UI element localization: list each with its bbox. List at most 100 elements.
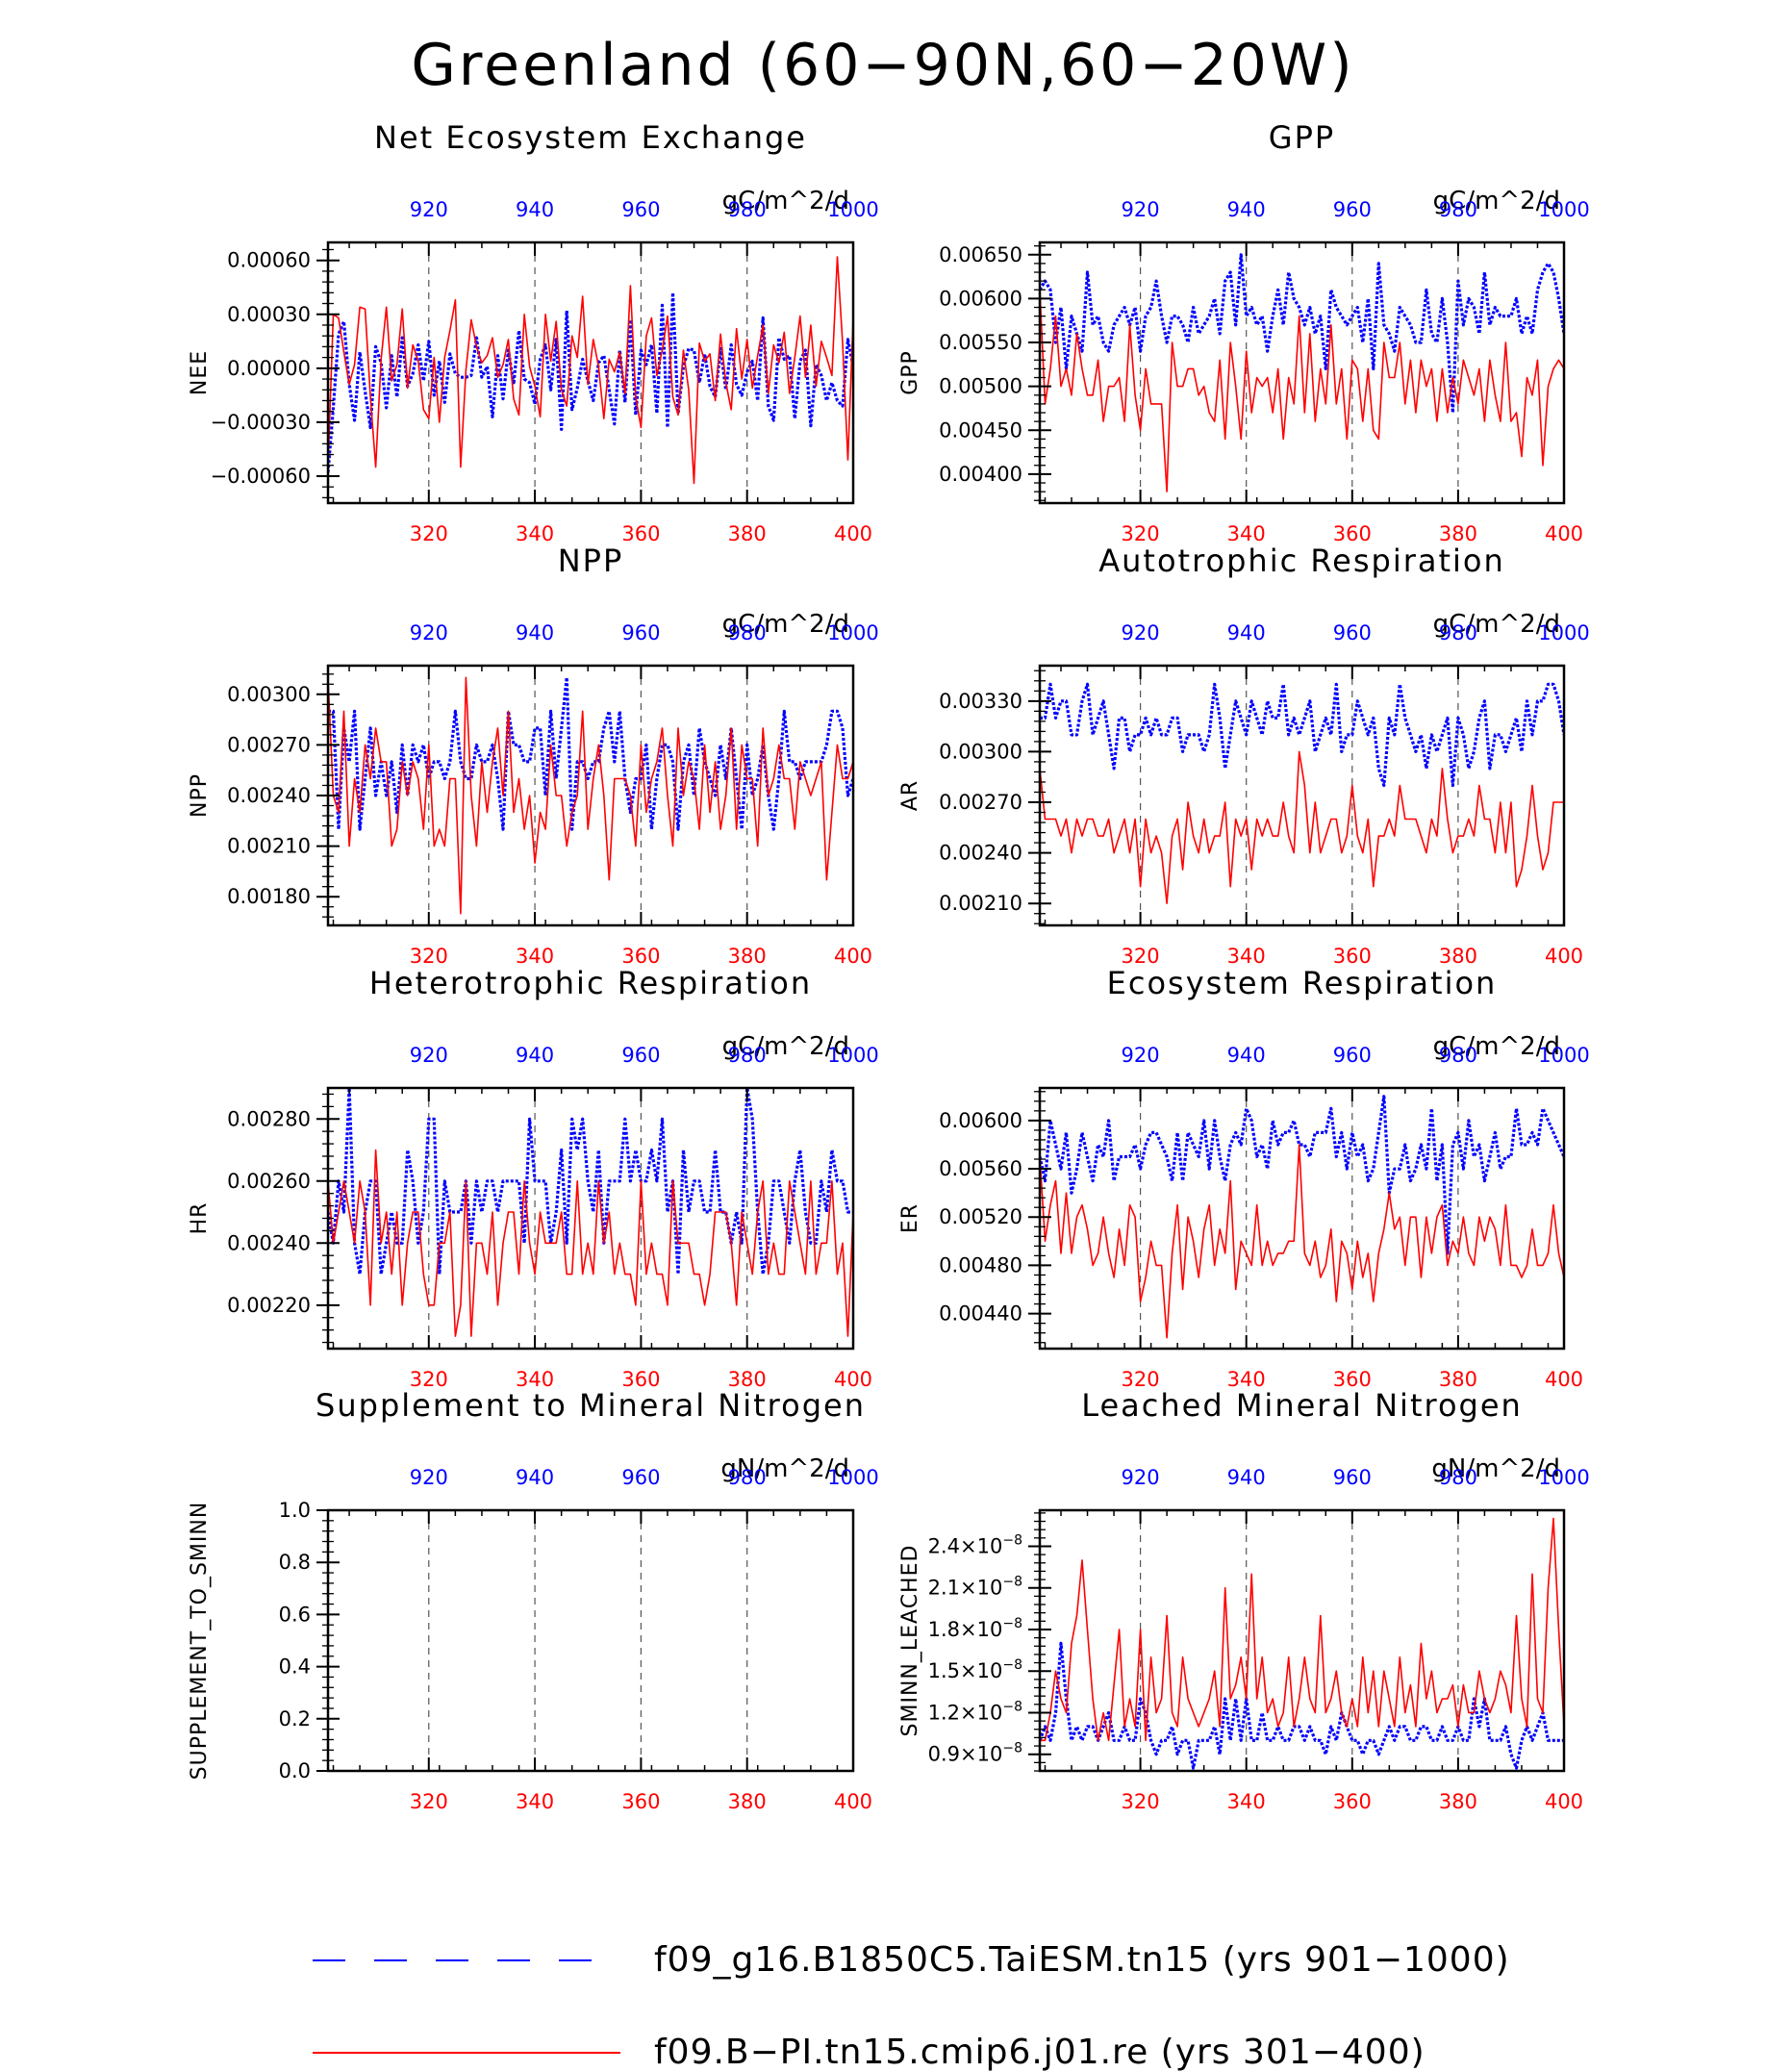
y-tick-label: 0.00400 [939,463,1022,486]
x-tick-label-top: 940 [1227,1044,1266,1067]
y-tick-label: 0.00450 [939,418,1022,442]
y-tick-label: 0.9×10−8 [928,1741,1022,1766]
x-tick-label-top: 920 [1122,621,1160,644]
y-tick-label: −0.00060 [211,465,311,488]
x-tick-label-top: 960 [621,1466,660,1489]
y-axis-label: HR [188,1202,212,1235]
x-tick-label-bottom: 320 [1122,522,1160,545]
x-tick-label-top: 1000 [827,198,878,221]
x-tick-label-bottom: 400 [834,1368,872,1391]
y-axis-label: SUPPLEMENT_TO_SMINN [188,1502,212,1781]
x-tick-label-bottom: 360 [1333,522,1372,545]
plot-frame [326,1086,855,1351]
x-tick-label-top: 960 [1333,621,1372,644]
x-tick-label-bottom: 340 [1227,1790,1266,1813]
y-tick-label: 0.00240 [227,784,311,807]
x-tick-label-bottom: 320 [1122,1368,1160,1391]
panel-title: NPP [558,543,624,579]
series-line-a [1040,1641,1564,1770]
x-tick-label-bottom: 340 [516,522,554,545]
plot-frame [1038,1086,1566,1351]
panel-title: Leached Mineral Nitrogen [1081,1387,1523,1424]
series-line-b [328,1149,853,1337]
x-tick-label-top: 920 [1122,1044,1160,1067]
x-tick-label-bottom: 360 [1333,1368,1372,1391]
units-label: gC/m^2/d [722,1032,849,1061]
y-tick-label: 0.00520 [939,1205,1022,1228]
x-tick-label-top: 940 [516,1466,554,1489]
y-tick-label: 0.4 [279,1655,311,1679]
y-tick-label: 0.00300 [227,683,311,706]
series-line-b [1040,750,1564,905]
x-tick-label-top: 940 [516,1044,554,1067]
x-tick-label-top: 1000 [827,1466,878,1489]
x-tick-label-top: 940 [1227,621,1266,644]
chart-panel: Autotrophic Respiration gC/m^2/d 320 340 360… [898,543,1590,968]
y-tick-label: 1.2×10−8 [928,1699,1022,1724]
series-line-a [1040,253,1564,415]
y-tick-label: 0.00270 [939,791,1022,814]
chart-panel: Heterotrophic Respiration gC/m^2/d 320 340 3… [188,965,879,1391]
x-tick-label-top: 940 [1227,198,1266,221]
panel-title: Ecosystem Respiration [1107,965,1498,1001]
x-tick-label-bottom: 340 [516,1368,554,1391]
x-tick-label-bottom: 360 [621,1368,660,1391]
x-tick-label-bottom: 340 [1227,1368,1266,1391]
y-tick-label: 0.00210 [227,835,311,858]
x-tick-label-bottom: 320 [1122,945,1160,968]
y-tick-label: 0.00480 [939,1253,1022,1276]
x-tick-label-bottom: 380 [1439,1368,1477,1391]
chart-panel: Supplement to Mineral Nitrogen gN/m^2/d 32… [188,1387,879,1813]
series-line-a [328,675,853,831]
y-tick-label: 0.2 [279,1707,311,1731]
x-tick-label-bottom: 380 [728,1790,767,1813]
x-tick-label-top: 980 [1439,1466,1477,1489]
x-tick-label-top: 960 [1333,198,1372,221]
y-axis-label: GPP [898,350,922,395]
x-tick-label-bottom: 360 [1333,1790,1372,1813]
y-tick-label: 0.00330 [939,690,1022,713]
y-tick-label: 1.8×10−8 [928,1616,1022,1641]
series-line-b [1040,290,1564,493]
chart-panel: Ecosystem Respiration gC/m^2/d 320 340 360 38… [898,965,1590,1391]
chart-panel: Leached Mineral Nitrogen gN/m^2/d 320 340 36… [898,1387,1590,1813]
x-tick-label-bottom: 360 [621,1790,660,1813]
units-label: gN/m^2/d [720,1454,849,1483]
y-tick-label: 0.00220 [227,1294,311,1317]
x-tick-label-bottom: 320 [410,1368,448,1391]
x-tick-label-top: 980 [1439,198,1477,221]
x-tick-label-top: 1000 [1538,1466,1589,1489]
x-tick-label-bottom: 320 [410,1790,448,1813]
x-tick-label-top: 920 [410,198,448,221]
y-axis-label: ER [898,1203,922,1233]
y-axis-label: AR [898,780,922,811]
x-tick-label-top: 1000 [827,1044,878,1067]
x-tick-label-top: 920 [1122,198,1160,221]
y-tick-label: 0.00560 [939,1157,1022,1180]
panel-title: Heterotrophic Respiration [369,965,812,1001]
x-tick-label-bottom: 400 [834,1790,872,1813]
x-tick-label-bottom: 320 [410,522,448,545]
legend-label-a: f09_g16.B1850C5.TaiESM.tn15 (yrs 901−100… [654,1940,1510,1980]
x-tick-label-top: 980 [728,1466,767,1489]
plot-frame [326,240,855,505]
page-title: Greenland (60−90N,60−20W) [411,32,1354,99]
x-tick-label-top: 980 [728,621,767,644]
y-tick-label: −0.00030 [211,411,311,434]
y-tick-label: 0.00300 [939,740,1022,763]
y-tick-label: 2.4×10−8 [928,1532,1022,1557]
x-tick-label-top: 960 [1333,1044,1372,1067]
y-tick-label: 0.00550 [939,331,1022,354]
y-tick-label: 1.5×10−8 [928,1657,1022,1682]
y-tick-label: 0.00030 [227,303,311,326]
y-axis-label: SMINN_LEACHED [898,1545,922,1737]
x-tick-label-bottom: 380 [1439,522,1477,545]
y-tick-label: 0.00270 [227,733,311,756]
x-tick-label-top: 920 [410,1044,448,1067]
series-line-a [1040,1095,1564,1255]
x-tick-label-top: 920 [410,621,448,644]
y-tick-label: 0.00500 [939,375,1022,398]
y-tick-label: 0.6 [279,1603,311,1626]
chart-panel: Net Ecosystem Exchange gC/m^2/d 320 340 360 3… [188,119,879,545]
x-tick-label-bottom: 340 [1227,945,1266,968]
